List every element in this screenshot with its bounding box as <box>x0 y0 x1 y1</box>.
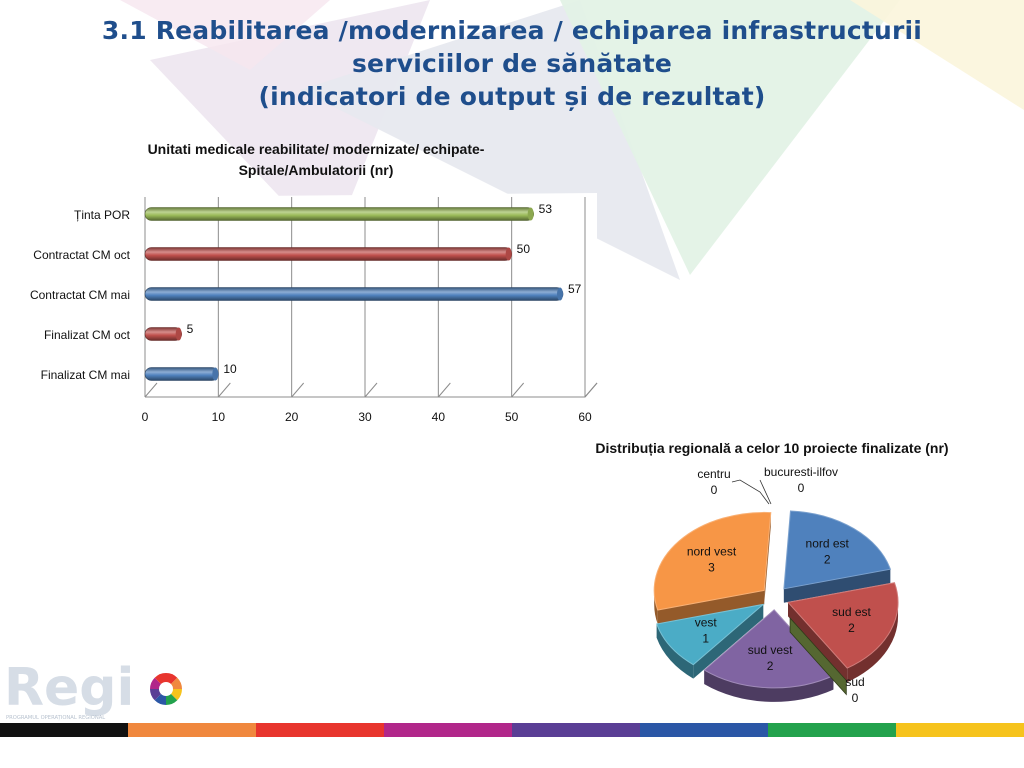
y-category-label: Finalizat CM oct <box>44 328 131 342</box>
pie-slice <box>789 617 847 696</box>
bar-end-cap <box>505 247 512 261</box>
color-band-segment <box>0 723 129 737</box>
pie-chart-title: Distribuția regională a celor 10 proiect… <box>595 440 948 456</box>
y-category-label: Contractat CM oct <box>33 248 130 262</box>
bg-pink-triangle <box>120 0 330 70</box>
bar-value-label: 53 <box>539 202 553 216</box>
page-title-line-1: 3.1 Reabilitarea /modernizarea / echipar… <box>101 16 923 45</box>
pie-slice-label-value: 2 <box>824 552 831 566</box>
page-title: 3.1 Reabilitarea /modernizarea / echipar… <box>60 14 964 113</box>
color-band-segment <box>384 723 513 737</box>
pie-leader-line <box>731 479 770 505</box>
color-band-segment <box>128 723 257 737</box>
x-gridline-depth <box>144 382 158 398</box>
pie-slice-label: vest <box>695 615 718 629</box>
x-gridline-depth <box>291 382 305 398</box>
bar <box>144 367 219 381</box>
pie-slice-label: sud vest <box>748 643 793 657</box>
y-category-label: Ținta POR <box>74 208 130 222</box>
bar-plot-floor <box>145 382 598 398</box>
pie-outside-label-value: 0 <box>852 691 859 705</box>
color-band-segment <box>512 723 641 737</box>
pie-slice <box>703 609 835 689</box>
x-tick-label: 20 <box>285 410 299 424</box>
pie-slice-label: nord est <box>806 536 850 550</box>
bg-purple-triangle <box>150 0 430 250</box>
y-category-label: Finalizat CM mai <box>41 368 130 382</box>
pie-slice-label-value: 1 <box>702 631 709 645</box>
pie-leader-line <box>759 479 772 505</box>
pie-slice-side <box>704 670 834 702</box>
bar <box>144 247 512 261</box>
bar-chart: Unitati medicale reabilitate/ modernizat… <box>30 141 598 424</box>
pie-slice-label-value: 2 <box>848 621 855 635</box>
pie-slice-wall <box>788 602 848 683</box>
pie-slice-label-value: 2 <box>767 659 774 673</box>
bar-chart-title-line: Unitati medicale reabilitate/ modernizat… <box>148 141 485 157</box>
x-tick-label: 50 <box>505 410 519 424</box>
bar-end-cap <box>175 327 182 341</box>
bar-value-label: 10 <box>223 362 237 376</box>
pie-slice-label-value: 3 <box>708 561 715 575</box>
pie-slice <box>783 510 892 590</box>
bg-yellow-triangle <box>850 0 1024 110</box>
x-tick-label: 40 <box>432 410 446 424</box>
pie-slice-side <box>847 602 899 683</box>
x-gridline-depth <box>437 382 451 398</box>
x-gridline-depth <box>364 382 378 398</box>
pie-slice-label: sud est <box>832 605 871 619</box>
bar <box>144 207 534 221</box>
bar <box>144 287 564 301</box>
bar-value-label: 5 <box>187 322 194 336</box>
pie-outside-label-value: 0 <box>711 483 718 497</box>
pie-slice-side <box>654 590 658 625</box>
y-category-label: Contractat CM mai <box>30 288 130 302</box>
pie-slice-wall <box>657 590 765 625</box>
pie-outside-label: sud <box>845 675 864 689</box>
page-title-line-3: (indicatori de output și de rezultat) <box>258 82 766 111</box>
pie-slice <box>653 511 772 611</box>
x-tick-label: 60 <box>578 410 592 424</box>
color-band-segment <box>896 723 1024 737</box>
bar-chart-title-line: Spitale/Ambulatorii (nr) <box>239 162 394 178</box>
logo-wordmark: Regi <box>4 658 134 718</box>
x-gridline-depth <box>217 382 231 398</box>
bg-green-triangle <box>560 0 900 275</box>
bar-end-cap <box>212 367 219 381</box>
x-gridline-depth <box>511 382 525 398</box>
regio-logo: Regi PROGRAMUL OPERAȚIONAL REGIONAL <box>4 658 182 721</box>
pie-outside-label: centru <box>697 467 730 481</box>
bar-end-cap <box>557 287 563 301</box>
color-band-segment <box>768 723 897 737</box>
bar-value-label: 57 <box>568 282 582 296</box>
pie-chart: Distribuția regională a celor 10 proiect… <box>595 440 948 705</box>
color-band-segment <box>640 723 769 737</box>
color-band-segment <box>256 723 385 737</box>
footer-blank <box>0 737 1024 768</box>
x-tick-label: 30 <box>358 410 372 424</box>
pie-slice <box>787 582 899 669</box>
pie-outside-label: bucuresti-ilfov <box>764 465 838 479</box>
bar-end-cap <box>527 207 534 221</box>
x-tick-label: 10 <box>212 410 226 424</box>
bar-value-label: 50 <box>517 242 531 256</box>
pie-slice-wall <box>783 569 891 603</box>
pie-slice-wall <box>693 604 764 679</box>
pie-slice-label: nord vest <box>687 545 737 559</box>
pie-slice <box>656 603 765 666</box>
x-tick-label: 0 <box>142 410 149 424</box>
logo-flower-icon <box>150 673 182 705</box>
logo-subtitle: PROGRAMUL OPERAȚIONAL REGIONAL <box>6 715 105 721</box>
page-title-line-2: serviciilor de sănătate <box>351 49 673 78</box>
pie-outside-label-value: 0 <box>798 481 805 495</box>
